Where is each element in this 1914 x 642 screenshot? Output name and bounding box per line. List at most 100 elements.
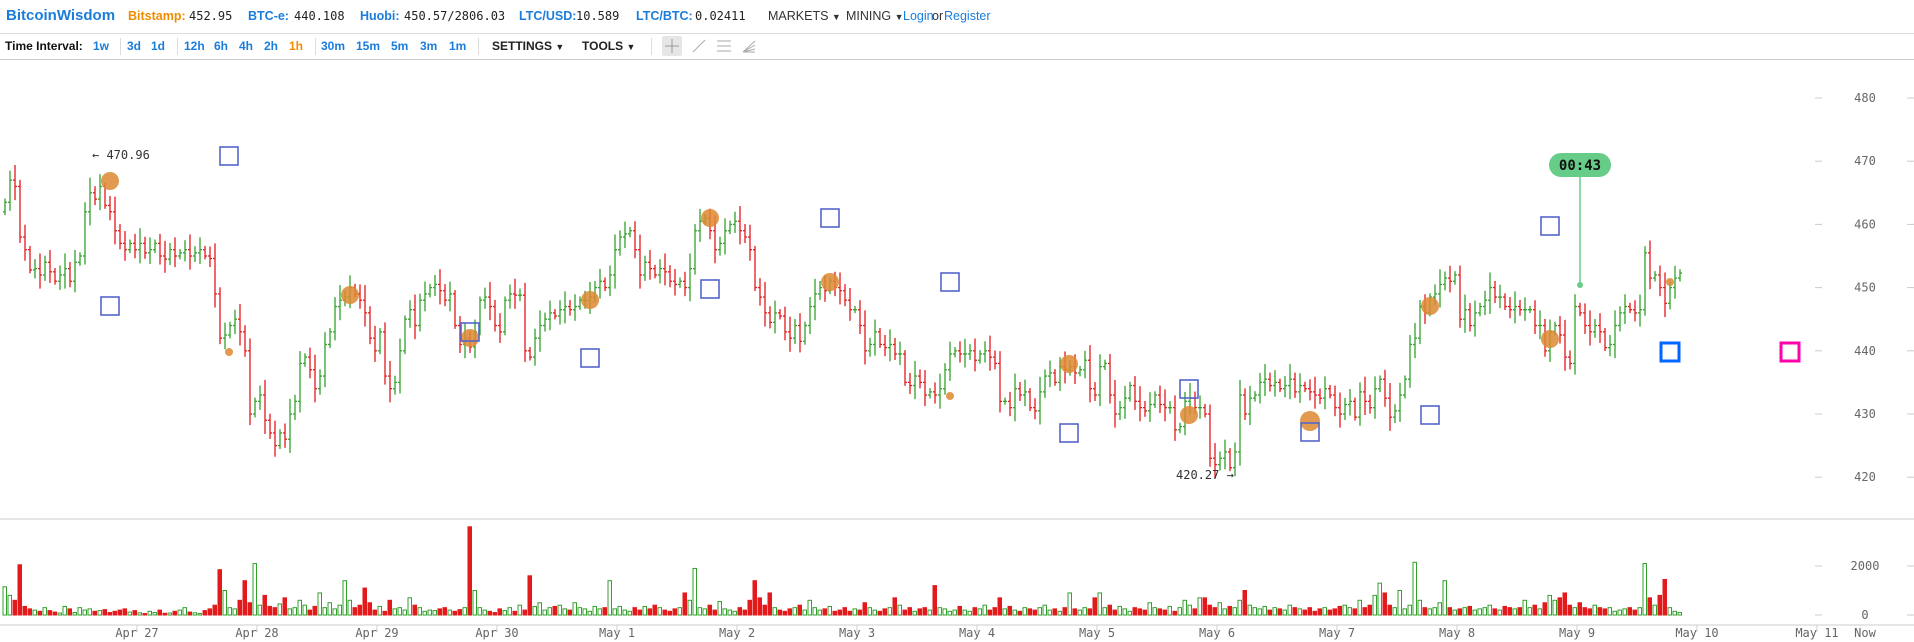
ohlc-bar: [1108, 353, 1112, 404]
volume-bar: [1672, 610, 1677, 616]
volume-bar: [882, 608, 887, 616]
volume-bar: [392, 608, 397, 616]
volume-bar: [312, 605, 317, 616]
ohlc-bar: [1523, 297, 1527, 321]
ohlc-bar: [1673, 265, 1677, 299]
volume-bar: [297, 599, 302, 616]
ohlc-bar: [168, 243, 172, 266]
ohlc-bar: [938, 373, 942, 409]
interval-1h[interactable]: 1h: [289, 39, 304, 53]
ohlc-bar: [308, 347, 312, 379]
volume-bar: [1247, 604, 1252, 616]
ticker-bitstamp-label[interactable]: Bitstamp:: [128, 9, 186, 23]
ohlc-bar: [853, 305, 857, 314]
volume-bar: [432, 610, 437, 616]
ohlc-bar: [568, 299, 572, 316]
interval-1d[interactable]: 1d: [151, 39, 166, 53]
ticker-huobi-label[interactable]: Huobi:: [360, 9, 400, 23]
ticker-ltcusd-label[interactable]: LTC/USD:: [519, 9, 577, 23]
volume-bar: [472, 590, 477, 616]
settings-menu[interactable]: SETTINGS ▼: [492, 39, 564, 53]
interval-3m[interactable]: 3m: [420, 39, 438, 53]
ohlc-bar: [513, 278, 517, 309]
ohlc-bar: [908, 372, 912, 395]
ohlc-bar: [1088, 345, 1092, 403]
ohlc-bar: [508, 284, 512, 309]
login-link[interactable]: Login: [903, 9, 934, 23]
tools-menu[interactable]: TOOLS ▼: [582, 39, 635, 53]
interval-12h[interactable]: 12h: [184, 39, 205, 53]
markets-menu[interactable]: MARKETS ▼: [768, 9, 841, 23]
volume-bar: [532, 605, 537, 616]
volume-bar: [227, 607, 232, 616]
volume-bar: [557, 604, 562, 616]
interval-1w[interactable]: 1w: [93, 39, 110, 53]
volume-bar: [1057, 610, 1062, 616]
volume-bar: [447, 609, 452, 616]
ohlc-bar: [613, 234, 617, 289]
interval-5m[interactable]: 5m: [391, 39, 409, 53]
now-label: Now: [1854, 626, 1876, 640]
ohlc-bar: [1353, 397, 1357, 421]
volume-bar: [1627, 607, 1632, 616]
volume-bar: [277, 603, 282, 616]
ticker-huobi-value: 450.57/2806.03: [404, 9, 506, 23]
ohlc-bar: [933, 382, 937, 404]
interval-1m[interactable]: 1m: [449, 39, 467, 53]
register-link[interactable]: Register: [944, 9, 991, 23]
volume-bar: [1612, 610, 1617, 616]
ohlc-bar: [678, 277, 682, 288]
ohlc-bar: [883, 335, 887, 357]
ohlc-bar: [1028, 388, 1032, 412]
volume-bar: [1227, 605, 1232, 616]
volume-bar: [952, 609, 957, 616]
ticker-ltcbtc-label[interactable]: LTC/BTC:: [636, 9, 693, 23]
volume-bar: [1032, 609, 1037, 616]
ohlc-bar: [988, 335, 992, 371]
volume-bar: [512, 610, 517, 616]
volume-bar: [1512, 608, 1517, 616]
ohlc-bar: [113, 196, 117, 245]
volume-bar: [292, 607, 297, 616]
volume-bar: [1577, 602, 1582, 616]
ohlc-bar: [1238, 379, 1242, 466]
interval-6h[interactable]: 6h: [214, 39, 229, 53]
ohlc-bar: [318, 369, 322, 395]
interval-4h[interactable]: 4h: [239, 39, 254, 53]
volume-bar: [487, 610, 492, 616]
volume-bar: [1217, 602, 1222, 616]
fib-fan-tool[interactable]: [739, 36, 759, 56]
large-trade-marker: [341, 286, 359, 304]
volume-bar: [1477, 608, 1482, 616]
volume-bar: [157, 609, 162, 616]
interval-2h[interactable]: 2h: [264, 39, 279, 53]
interval-15m[interactable]: 15m: [356, 39, 381, 53]
line-tool[interactable]: [689, 36, 709, 56]
ohlc-bar: [863, 310, 867, 365]
logo[interactable]: BitcoinWisdom: [6, 7, 116, 24]
volume-bar: [1167, 605, 1172, 616]
volume-bar: [1122, 608, 1127, 616]
volume-bar: [192, 612, 197, 616]
ohlc-bar: [1163, 389, 1167, 422]
volume-bar: [757, 597, 762, 616]
volume-bar: [712, 609, 717, 616]
volume-bar: [1142, 609, 1147, 616]
volume-bar: [1547, 594, 1552, 616]
volume-bar: [147, 610, 152, 616]
volume-bar: [1282, 609, 1287, 616]
interval-30m[interactable]: 30m: [321, 39, 346, 53]
ticker-btce-label[interactable]: BTC-e:: [248, 9, 289, 23]
ohlc-bar: [743, 224, 747, 244]
horizontal-lines-tool[interactable]: [714, 36, 734, 56]
ohlc-bar: [1273, 370, 1277, 397]
ohlc-bar: [1638, 294, 1642, 327]
crosshair-tool[interactable]: [662, 36, 682, 56]
indicator-square: [940, 272, 960, 292]
large-trade-marker: [1541, 330, 1559, 348]
ohlc-bar: [1558, 316, 1562, 344]
ohlc-bar: [1618, 306, 1622, 332]
mining-menu[interactable]: MINING ▼: [846, 9, 904, 23]
interval-3d[interactable]: 3d: [127, 39, 142, 53]
